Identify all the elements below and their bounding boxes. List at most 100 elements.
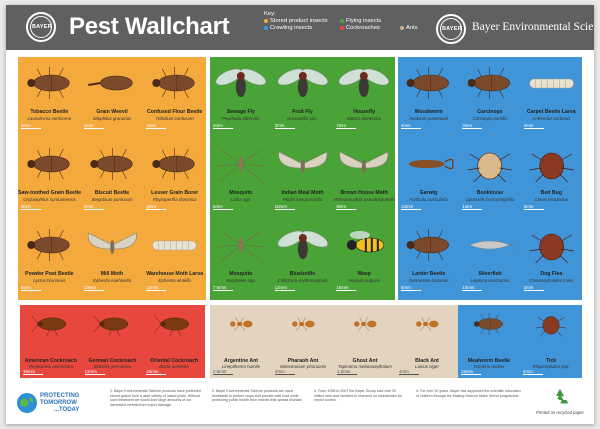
pest-name: Pharaoh Ant bbox=[287, 358, 319, 364]
panel-stored-product-insects: Tobacco Beetle Lasioderma serricorne 3mm Gr… bbox=[18, 57, 206, 300]
size-scale-bar bbox=[462, 209, 483, 210]
pest-size: 2.5mm bbox=[213, 369, 227, 374]
pest-size: 10mm bbox=[83, 285, 96, 290]
poster-header: BAYER Pest Wallchart Key: Stored product… bbox=[6, 5, 594, 50]
size-scale-bar bbox=[213, 374, 233, 375]
key-color-dot bbox=[340, 19, 344, 23]
pest-latin-name: Psychoda alternata bbox=[222, 116, 260, 121]
page-title: Pest Wallchart bbox=[69, 13, 230, 40]
panel-ants: Argentine Ant Linepithema humile 2.5mm Phar… bbox=[210, 305, 458, 378]
pest-latin-name: Stegobium paniceum bbox=[91, 197, 133, 202]
bayer-cross-logo-right: BAYER bbox=[436, 14, 466, 44]
pest-card: Black Ant Lasius niger 4mm bbox=[396, 305, 458, 378]
size-scale-bar bbox=[275, 374, 295, 375]
pest-size: 3mm bbox=[462, 123, 473, 128]
larva-icon bbox=[143, 223, 206, 267]
pest-card: Larder Beetle Dermestes lardarius 8mm bbox=[398, 219, 459, 300]
pest-latin-name: Monomorium pharaonis bbox=[279, 364, 327, 369]
pest-card: Tobacco Beetle Lasioderma serricorne 3mm bbox=[18, 57, 81, 138]
pest-name: Larder Beetle bbox=[412, 271, 446, 277]
pest-latin-name: Rhipicephalus spp. bbox=[532, 364, 570, 369]
pest-card: Mealworm Beetle Tenebrio molitor 15mm bbox=[458, 305, 520, 378]
pest-name: Saw-toothed Grain Beetle bbox=[18, 190, 82, 196]
pest-latin-name: Lasioderma serricorne bbox=[27, 116, 72, 121]
size-scale-bar bbox=[336, 128, 357, 129]
pest-card: Confused Flour Beetle Tribolium confusum 4… bbox=[143, 57, 206, 138]
pest-card: Saw-toothed Grain Beetle Oryzaephilus sur… bbox=[18, 138, 81, 219]
pest-card: Mill Moth Ephestia kuehniella 10mm bbox=[81, 219, 144, 300]
size-scale-bar bbox=[274, 290, 295, 291]
panel-crawling-insects: Woodworm Anobium punctatum 4mm Carcinops Car… bbox=[398, 57, 582, 300]
beetle-icon bbox=[81, 142, 144, 186]
size-scale-bar bbox=[213, 290, 233, 291]
weevil-icon bbox=[81, 61, 144, 105]
pest-latin-name: Oryzaephilus surinamensis bbox=[22, 197, 76, 202]
pest-size: 7.5mm bbox=[213, 285, 227, 290]
panel-background bbox=[210, 57, 395, 300]
pest-size: 15mm bbox=[461, 369, 474, 374]
protecting-tomorrow-logo: PROTECTING TOMORROW ...TODAY bbox=[16, 390, 96, 418]
panel-background bbox=[20, 305, 205, 378]
pest-card: Bed Bug Cimex lectularius 5mm bbox=[521, 138, 582, 219]
pest-latin-name: Culex spp. bbox=[230, 197, 252, 202]
pest-latin-name: Dermestes lardarius bbox=[409, 278, 449, 283]
key-item-flying: Flying insects bbox=[340, 18, 400, 24]
size-scale-bar bbox=[23, 374, 43, 375]
pest-latin-name: Ephestia elutella bbox=[158, 278, 191, 283]
pest-latin-name: Vespula vulgaris bbox=[348, 278, 381, 283]
pest-size: 5mm bbox=[21, 285, 31, 290]
ptt-line-1: PROTECTING bbox=[40, 393, 80, 399]
size-scale-bar bbox=[401, 128, 421, 129]
pest-card: Silverfish Lepisma saccharina 10mm bbox=[459, 219, 520, 300]
beetle-icon bbox=[398, 223, 459, 267]
pest-name: German Cockroach bbox=[88, 358, 137, 364]
size-scale-bar bbox=[399, 374, 419, 375]
brand-name: Bayer Environmental Science bbox=[472, 21, 594, 33]
size-scale-bar bbox=[523, 209, 544, 210]
pest-name: American Cockroach bbox=[24, 358, 77, 364]
pest-latin-name: Tenebrio molitor bbox=[473, 364, 505, 369]
ant-icon bbox=[334, 309, 396, 339]
size-scale-bar bbox=[83, 128, 104, 129]
footnote-3: 3. From 1996 to 2007 the Bayer Group sol… bbox=[314, 389, 402, 403]
pest-name: Argentine Ant bbox=[223, 358, 259, 364]
pest-latin-name: Anobium punctatum bbox=[409, 116, 449, 121]
pest-size: 12mm bbox=[84, 369, 97, 374]
pest-latin-name: Forficula auricularia bbox=[409, 197, 448, 202]
size-scale-bar bbox=[146, 209, 167, 210]
pest-name: Mill Moth bbox=[100, 271, 124, 277]
pest-card: Powder Post Beetle Lyctus brunneus 5mm bbox=[18, 219, 81, 300]
beetle-icon bbox=[398, 61, 459, 105]
wasp-icon bbox=[333, 223, 395, 267]
pest-name: Ghost Ant bbox=[352, 358, 378, 364]
pest-size: 4mm bbox=[401, 123, 411, 128]
pest-size: 10mm bbox=[462, 285, 475, 290]
pest-size: 2mm bbox=[523, 285, 534, 290]
pest-name: Bed Bug bbox=[540, 190, 562, 196]
pest-size: 35mm bbox=[23, 369, 36, 374]
fly-icon bbox=[210, 61, 272, 105]
pest-latin-name: Liposcelis bostrychophila bbox=[465, 197, 515, 202]
pest-name: Carcinops bbox=[477, 109, 503, 115]
cockroach-icon bbox=[143, 309, 205, 339]
beetle-icon bbox=[18, 223, 81, 267]
size-scale-bar bbox=[336, 209, 357, 210]
pest-card: Housefly Musca domestica 7mm bbox=[333, 57, 395, 138]
key-color-dot bbox=[340, 26, 344, 30]
pest-name: Sewage Fly bbox=[226, 109, 255, 115]
pest-size: 3mm bbox=[146, 204, 157, 209]
pest-card: Warehouse Moth Larva Ephestia elutella 12m… bbox=[143, 219, 206, 300]
pest-name: Mealworm Beetle bbox=[467, 358, 511, 364]
size-scale-bar bbox=[523, 374, 543, 375]
beetle-icon bbox=[143, 61, 206, 105]
pest-card: Mosquito Culex spp. 6mm bbox=[210, 138, 272, 219]
size-scale-bar bbox=[21, 290, 41, 291]
size-scale-bar bbox=[21, 128, 41, 129]
key-color-dot bbox=[400, 26, 404, 30]
size-scale-bar bbox=[83, 290, 104, 291]
globe-icon bbox=[17, 393, 37, 413]
size-scale-bar bbox=[274, 209, 295, 210]
pest-name: Mosquito bbox=[229, 190, 253, 196]
key-item-ants: Ants bbox=[400, 25, 434, 31]
size-scale-bar bbox=[401, 209, 421, 210]
